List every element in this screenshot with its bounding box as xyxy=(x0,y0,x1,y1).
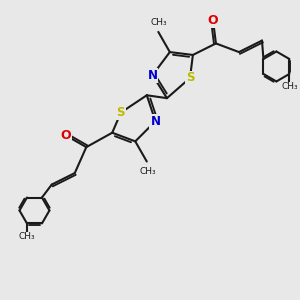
Text: O: O xyxy=(61,129,71,142)
Text: CH₃: CH₃ xyxy=(281,82,298,91)
Text: N: N xyxy=(148,69,158,82)
Text: S: S xyxy=(186,71,194,85)
Text: CH₃: CH₃ xyxy=(140,167,157,176)
Text: N: N xyxy=(150,115,161,128)
Text: CH₃: CH₃ xyxy=(19,232,35,241)
Text: O: O xyxy=(208,14,218,27)
Text: S: S xyxy=(117,106,125,119)
Text: CH₃: CH₃ xyxy=(150,18,166,27)
